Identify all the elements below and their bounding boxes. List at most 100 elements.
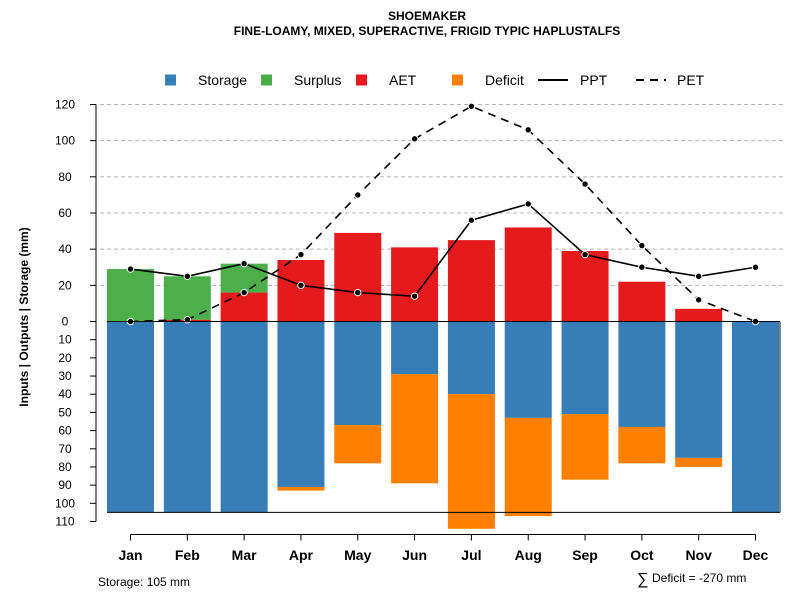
legend-label-ppt: PPT xyxy=(580,72,608,88)
surplus-bar-jan xyxy=(107,269,154,322)
storage-bar-apr xyxy=(277,321,325,487)
legend-label-aet: AET xyxy=(389,72,417,88)
y-tick-label-upper-20: 20 xyxy=(58,278,72,292)
storage-bar-jan xyxy=(107,321,154,513)
y-tick-label-upper-80: 80 xyxy=(58,170,72,184)
bars xyxy=(107,227,779,529)
ppt-point-jun xyxy=(410,292,419,300)
deficit-bar-nov xyxy=(675,457,723,467)
axes: 0 20 40 60 80 100 120 10 20 30 40 50 60 70 80 90 100 110 J… xyxy=(55,98,781,563)
storage-bar-aug xyxy=(504,321,552,418)
legend: Storage Surplus AET Deficit PPT PET xyxy=(165,72,705,88)
legend-swatch-storage xyxy=(165,74,176,86)
ppt-point-apr xyxy=(297,281,305,290)
ppt-point-jan xyxy=(126,265,135,273)
ppt-point-aug xyxy=(524,200,532,208)
y-tick-label-lower-110: 110 xyxy=(55,515,74,529)
x-tick-label-apr: Apr xyxy=(289,547,314,563)
series-lines xyxy=(126,102,760,326)
storage-bar-jun xyxy=(391,321,439,375)
x-tick-label-nov: Nov xyxy=(685,547,712,563)
pet-point-apr xyxy=(297,250,305,259)
storage-bar-may xyxy=(334,321,382,426)
aet-bar-jul xyxy=(447,240,495,322)
legend-swatch-deficit xyxy=(452,74,463,86)
x-tick-label-feb: Feb xyxy=(175,547,200,563)
y-tick-label-upper-60: 60 xyxy=(58,206,72,220)
y-tick-label-lower-60: 60 xyxy=(58,424,72,438)
deficit-bar-jul xyxy=(447,394,495,529)
ppt-point-may xyxy=(354,288,362,297)
legend-label-storage: Storage xyxy=(198,72,247,88)
y-tick-label-upper-40: 40 xyxy=(58,242,72,256)
x-tick-label-jul: Jul xyxy=(461,547,481,563)
storage-bar-jul xyxy=(447,321,495,395)
ppt-point-nov xyxy=(694,272,703,280)
storage-footnote: Storage: 105 mm xyxy=(98,575,190,589)
y-tick-label-lower-100: 100 xyxy=(55,496,75,510)
ppt-point-dec xyxy=(751,263,760,271)
y-tick-label-upper-0: 0 xyxy=(62,315,69,329)
x-tick-label-oct: Oct xyxy=(630,547,654,563)
chart-title: SHOEMAKER xyxy=(388,9,466,23)
surplus-bar-mar xyxy=(220,263,268,293)
storage-bar-sep xyxy=(561,321,609,415)
x-tick-label-jan: Jan xyxy=(118,547,142,563)
y-tick-label-lower-40: 40 xyxy=(58,387,72,401)
legend-label-pet: PET xyxy=(677,72,705,88)
ppt-point-jul xyxy=(467,216,476,224)
x-tick-label-sep: Sep xyxy=(572,547,598,563)
deficit-bar-aug xyxy=(504,417,552,517)
y-tick-label-lower-30: 30 xyxy=(58,369,72,383)
pet-point-aug xyxy=(524,126,532,134)
legend-swatch-surplus xyxy=(261,74,272,86)
legend-label-surplus: Surplus xyxy=(294,72,341,88)
ppt-point-mar xyxy=(240,259,248,268)
gridlines xyxy=(100,104,784,286)
pet-point-sep xyxy=(581,180,589,188)
pet-point-oct xyxy=(638,241,646,250)
pet-point-jun xyxy=(410,135,419,143)
y-tick-label-lower-20: 20 xyxy=(58,351,72,365)
y-tick-label-upper-100: 100 xyxy=(55,134,75,148)
x-tick-label-may: May xyxy=(344,547,371,563)
y-tick-label-lower-80: 80 xyxy=(58,460,72,474)
y-axis-label: Inputs | Outputs | Storage (mm) xyxy=(17,227,31,406)
x-tick-label-mar: Mar xyxy=(232,547,257,563)
aet-bar-jun xyxy=(391,247,439,322)
aet-bar-may xyxy=(334,232,382,322)
legend-label-deficit: Deficit xyxy=(485,72,524,88)
aet-bar-apr xyxy=(277,260,325,322)
aet-bar-oct xyxy=(618,281,666,322)
ppt-line xyxy=(130,203,756,298)
pet-point-jul xyxy=(467,102,476,111)
x-tick-label-jun: Jun xyxy=(402,547,427,563)
aet-bar-mar xyxy=(220,292,268,322)
storage-bar-nov xyxy=(675,321,723,458)
legend-swatch-aet xyxy=(356,74,367,86)
y-tick-label-lower-90: 90 xyxy=(58,478,72,492)
aet-bar-aug xyxy=(504,227,552,322)
x-tick-label-aug: Aug xyxy=(515,547,542,563)
deficit-footnote: Deficit = -270 mm xyxy=(652,571,746,585)
pet-line xyxy=(130,105,756,323)
deficit-bar-may xyxy=(334,425,382,464)
storage-bar-dec xyxy=(732,321,779,513)
y-tick-label-lower-50: 50 xyxy=(58,405,72,419)
storage-bar-feb xyxy=(163,321,211,513)
deficit-bar-apr xyxy=(277,486,325,491)
ppt-point-sep xyxy=(581,250,589,259)
surplus-bar-feb xyxy=(163,276,211,320)
aet-bar-sep xyxy=(561,250,609,322)
aet-bar-nov xyxy=(675,308,723,322)
pet-point-mar xyxy=(240,288,248,297)
y-tick-label-lower-10: 10 xyxy=(58,333,72,347)
y-tick-label-lower-70: 70 xyxy=(58,442,72,456)
pet-point-nov xyxy=(694,296,703,304)
deficit-bar-jun xyxy=(391,374,439,484)
storage-bar-mar xyxy=(220,321,268,513)
deficit-bar-sep xyxy=(561,414,609,480)
x-tick-label-dec: Dec xyxy=(743,547,769,563)
storage-bar-oct xyxy=(618,321,666,427)
